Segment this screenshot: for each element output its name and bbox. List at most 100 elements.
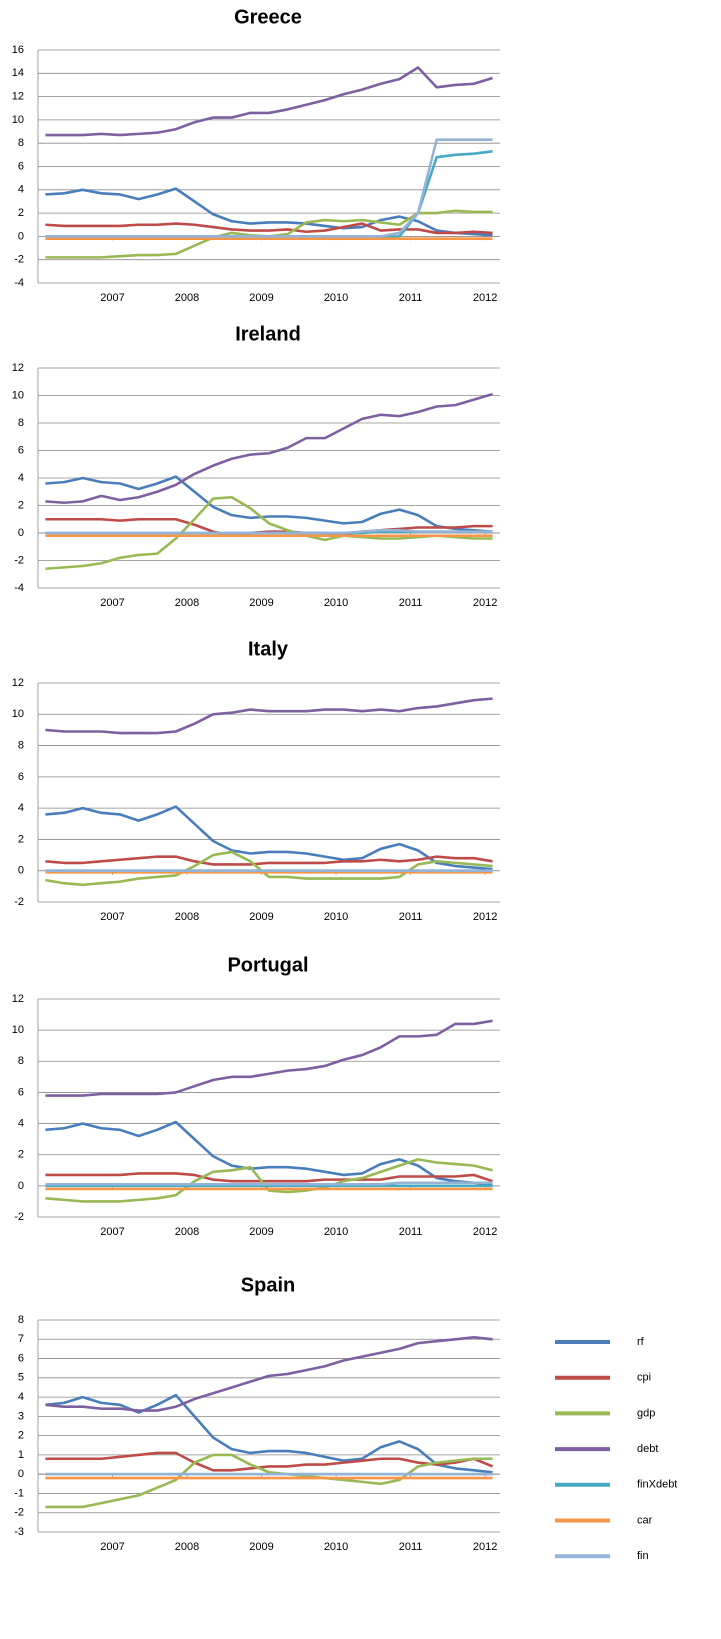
- legend-label: finXdebt: [637, 1479, 677, 1491]
- chart-title: Spain: [241, 1274, 295, 1296]
- y-tick-label: 6: [18, 1086, 24, 1098]
- legend-label: rf: [637, 1336, 645, 1348]
- y-tick-label: 6: [18, 160, 24, 172]
- series-line: [45, 392, 493, 505]
- y-tick-label: -1: [14, 1487, 24, 1499]
- x-tick-label: 2009: [249, 597, 273, 609]
- x-tick-label: 2007: [100, 1226, 124, 1238]
- y-tick-label: 10: [12, 389, 24, 401]
- series-line: [45, 66, 493, 137]
- y-tick-label: -3: [14, 1526, 24, 1538]
- x-tick-label: 2009: [249, 292, 273, 304]
- x-tick-label: 2012: [473, 1541, 497, 1553]
- series-line: [45, 850, 493, 887]
- x-tick-label: 2008: [175, 597, 199, 609]
- x-tick-label: 2007: [100, 1541, 124, 1553]
- x-tick-label: 2010: [324, 1541, 348, 1553]
- series-line: [45, 1158, 493, 1203]
- y-tick-label: 16: [12, 44, 24, 56]
- x-tick-label: 2009: [249, 1226, 273, 1238]
- y-tick-label: 5: [18, 1372, 24, 1384]
- legend-label: cpi: [637, 1372, 651, 1384]
- x-tick-label: 2010: [324, 1226, 348, 1238]
- y-tick-label: 6: [18, 771, 24, 783]
- y-tick-label: 4: [18, 1117, 24, 1129]
- x-tick-label: 2010: [324, 292, 348, 304]
- y-tick-label: 10: [12, 708, 24, 720]
- y-tick-label: -4: [14, 582, 24, 594]
- chart-title: Portugal: [227, 954, 308, 976]
- x-tick-label: 2009: [249, 1541, 273, 1553]
- y-tick-label: 0: [18, 527, 24, 539]
- x-tick-label: 2012: [473, 597, 497, 609]
- series-line: [45, 855, 493, 866]
- y-tick-label: 2: [18, 833, 24, 845]
- legend-label: car: [637, 1514, 653, 1526]
- y-tick-label: -4: [14, 277, 24, 289]
- series-line: [45, 528, 493, 535]
- series-line: [45, 1451, 494, 1472]
- y-tick-label: 6: [18, 1352, 24, 1364]
- legend-label: gdp: [637, 1407, 655, 1419]
- series-line: [45, 209, 493, 259]
- y-tick-label: 0: [18, 230, 24, 242]
- series-line: [45, 805, 493, 871]
- x-tick-label: 2007: [100, 911, 124, 923]
- y-tick-label: 6: [18, 444, 24, 456]
- y-tick-label: 12: [12, 362, 24, 374]
- y-tick-label: 2: [18, 499, 24, 511]
- series-line: [45, 1019, 493, 1097]
- series-line: [45, 138, 493, 238]
- y-tick-label: 2: [18, 1149, 24, 1161]
- y-tick-label: 2: [18, 207, 24, 219]
- y-tick-label: 0: [18, 1468, 24, 1480]
- y-tick-label: 2: [18, 1430, 24, 1442]
- y-tick-label: -2: [14, 554, 24, 566]
- y-tick-label: 8: [18, 1314, 24, 1326]
- series-line: [45, 1453, 493, 1509]
- y-tick-label: 8: [18, 1055, 24, 1067]
- series-line: [45, 475, 493, 533]
- chart-title: Italy: [248, 638, 289, 660]
- x-tick-label: 2007: [100, 292, 124, 304]
- x-tick-label: 2011: [399, 292, 423, 304]
- y-tick-label: 0: [18, 1180, 24, 1192]
- y-tick-label: 14: [12, 67, 24, 79]
- x-tick-label: 2010: [324, 597, 348, 609]
- series-line: [45, 495, 493, 571]
- y-tick-label: -2: [14, 1507, 24, 1519]
- x-tick-label: 2008: [175, 292, 199, 304]
- y-tick-label: -2: [14, 254, 24, 266]
- series-line: [45, 222, 493, 235]
- chart-title: Ireland: [235, 323, 301, 345]
- y-tick-label: 8: [18, 417, 24, 429]
- series-line: [45, 1120, 493, 1186]
- x-tick-label: 2011: [399, 1541, 423, 1553]
- y-tick-label: -2: [14, 896, 24, 908]
- y-tick-label: 4: [18, 1391, 24, 1403]
- legend-label: fin: [637, 1550, 649, 1562]
- chart-title: Greece: [234, 6, 302, 28]
- y-tick-label: 1: [18, 1449, 24, 1461]
- series-line: [45, 1393, 493, 1474]
- y-tick-label: -2: [14, 1211, 24, 1223]
- series-line: [45, 1172, 493, 1183]
- series-line: [45, 517, 493, 538]
- series-line: [45, 1181, 493, 1186]
- x-tick-label: 2010: [324, 911, 348, 923]
- y-tick-label: 7: [18, 1333, 24, 1345]
- x-tick-label: 2012: [473, 1226, 497, 1238]
- x-tick-label: 2012: [473, 911, 497, 923]
- y-tick-label: 4: [18, 802, 24, 814]
- x-tick-label: 2008: [175, 911, 199, 923]
- y-tick-label: 10: [12, 114, 24, 126]
- x-tick-label: 2008: [175, 1226, 199, 1238]
- x-tick-label: 2009: [249, 911, 273, 923]
- y-tick-label: 12: [12, 677, 24, 689]
- x-tick-label: 2007: [100, 597, 124, 609]
- y-tick-label: 12: [12, 993, 24, 1005]
- x-tick-label: 2008: [175, 1541, 199, 1553]
- series-line: [45, 187, 493, 237]
- y-tick-label: 12: [12, 91, 24, 103]
